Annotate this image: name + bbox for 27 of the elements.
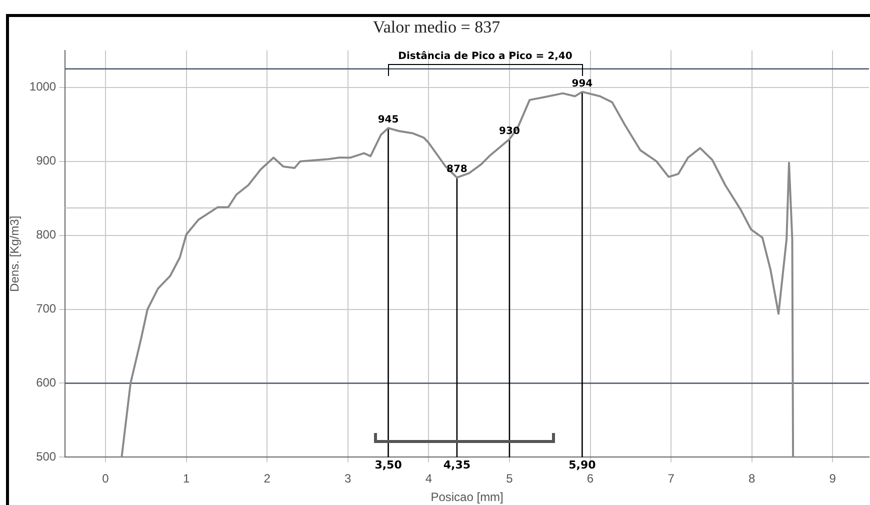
annotation: 945: [378, 114, 399, 126]
ref-line-label: 3,50: [374, 458, 402, 472]
x-tick-label: 9: [829, 472, 836, 486]
x-tick-label: 8: [748, 472, 756, 486]
x-tick-label: 7: [668, 472, 675, 486]
x-tick-label: 2: [264, 472, 271, 486]
x-axis-title: Posicao [mm]: [430, 490, 504, 504]
y-axis-title: Dens. [Kg/m3]: [8, 216, 22, 292]
ref-line-label: 5,90: [568, 458, 596, 472]
y-tick-label: 1000: [29, 80, 56, 94]
annotation: 930: [499, 126, 520, 137]
x-tick-label: 5: [506, 472, 514, 486]
ref-line-label: 4,35: [443, 458, 471, 472]
y-tick-label: 800: [36, 228, 56, 242]
chart-title: Valor medio = 837: [372, 18, 501, 37]
y-tick-label: 900: [36, 154, 56, 168]
annotation: 994: [572, 78, 593, 90]
annotation: Distância de Pico a Pico = 2,40: [398, 51, 572, 62]
y-tick-label: 700: [36, 302, 56, 316]
x-tick-label: 6: [586, 472, 594, 486]
x-tick-label: 1: [182, 472, 190, 486]
x-tick-label: 4: [425, 472, 432, 486]
x-tick-label: 0: [102, 472, 110, 486]
y-tick-label: 500: [36, 450, 56, 464]
y-tick-label: 600: [36, 376, 56, 390]
x-tick-label: 3: [344, 472, 352, 486]
annotation: 878: [446, 164, 468, 176]
